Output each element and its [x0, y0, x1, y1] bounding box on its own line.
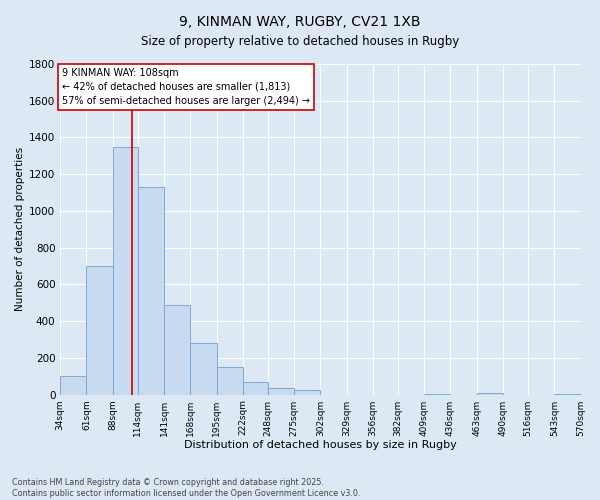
Bar [138, 187, 164, 394]
Bar [164, 304, 190, 394]
Bar [60, 376, 86, 394]
Bar [113, 146, 138, 394]
Bar [476, 393, 503, 394]
Text: Size of property relative to detached houses in Rugby: Size of property relative to detached ho… [141, 35, 459, 48]
Bar [243, 382, 268, 394]
X-axis label: Distribution of detached houses by size in Rugby: Distribution of detached houses by size … [184, 440, 457, 450]
Bar [190, 343, 217, 394]
Bar [268, 388, 294, 394]
Bar [294, 390, 320, 394]
Text: Contains HM Land Registry data © Crown copyright and database right 2025.
Contai: Contains HM Land Registry data © Crown c… [12, 478, 361, 498]
Text: 9, KINMAN WAY, RUGBY, CV21 1XB: 9, KINMAN WAY, RUGBY, CV21 1XB [179, 15, 421, 29]
Bar [86, 266, 113, 394]
Y-axis label: Number of detached properties: Number of detached properties [15, 147, 25, 312]
Text: 9 KINMAN WAY: 108sqm
← 42% of detached houses are smaller (1,813)
57% of semi-de: 9 KINMAN WAY: 108sqm ← 42% of detached h… [62, 68, 310, 106]
Bar [217, 367, 243, 394]
